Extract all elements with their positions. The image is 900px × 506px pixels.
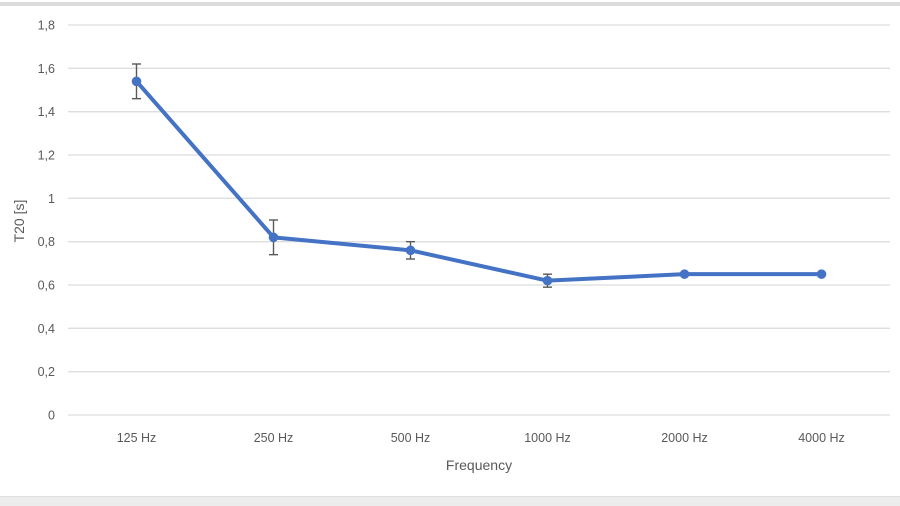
x-tick-label: 125 Hz [117, 431, 157, 445]
y-tick-label: 1,6 [38, 62, 55, 76]
y-tick-label: 0 [48, 409, 55, 423]
y-tick-label: 1,4 [38, 105, 55, 119]
y-tick-label: 0,8 [38, 235, 55, 249]
y-tick-label: 0,6 [38, 279, 55, 293]
y-tick-label: 1 [48, 192, 55, 206]
x-tick-label: 500 Hz [391, 431, 431, 445]
y-tick-label: 1,2 [38, 149, 55, 163]
series-line [134, 79, 824, 283]
data-point-marker [405, 245, 416, 256]
y-tick-label: 0,2 [38, 365, 55, 379]
page-top-border [0, 2, 900, 6]
x-tick-label: 250 Hz [254, 431, 294, 445]
x-tick-label: 1000 Hz [524, 431, 571, 445]
data-point-marker [131, 76, 142, 87]
data-point-marker [679, 269, 690, 279]
data-point-marker [816, 269, 827, 279]
x-tick-label: 2000 Hz [661, 431, 708, 445]
data-point-marker [542, 275, 553, 286]
y-tick-label: 1,8 [38, 19, 55, 33]
page-bottom-edge [0, 496, 900, 506]
x-axis-title: Frequency [445, 457, 513, 473]
data-point-marker [268, 232, 279, 243]
y-tick-label: 0,4 [38, 322, 55, 336]
x-tick-label: 4000 Hz [798, 431, 845, 445]
y-axis-title: T20 [s] [11, 199, 27, 243]
